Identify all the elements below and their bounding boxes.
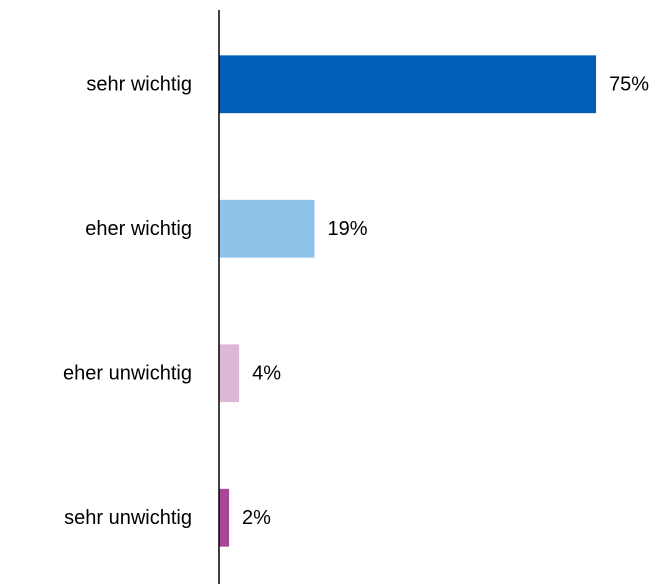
category-label: eher unwichtig <box>63 363 192 385</box>
bar <box>219 488 230 547</box>
category-label: eher wichtig <box>85 218 192 240</box>
value-label: 2% <box>242 507 271 529</box>
category-label: sehr wichtig <box>86 74 192 96</box>
value-label: 75% <box>609 74 649 96</box>
bar <box>219 199 315 258</box>
value-label: 4% <box>252 363 281 385</box>
bar <box>219 55 597 114</box>
value-label: 19% <box>328 218 368 240</box>
category-label: sehr unwichtig <box>64 507 192 529</box>
bar <box>219 344 240 403</box>
